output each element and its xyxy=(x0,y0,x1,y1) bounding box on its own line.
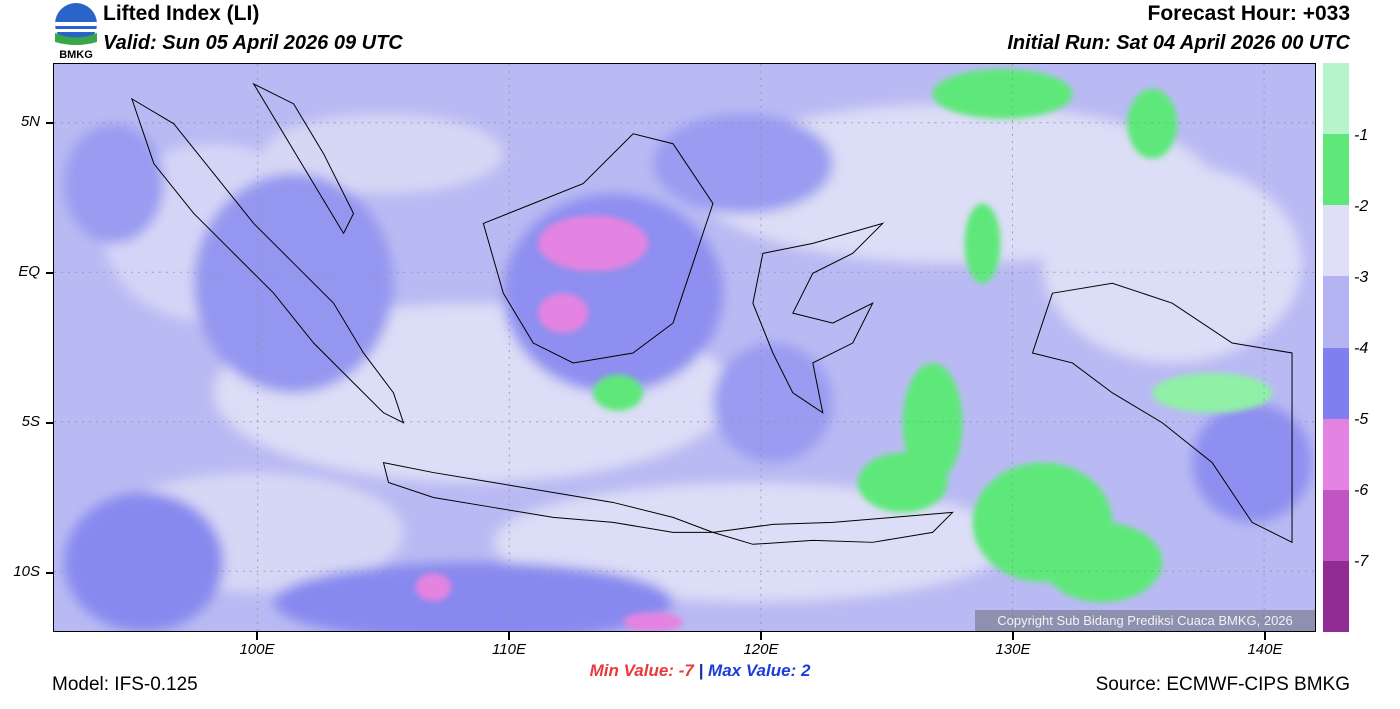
legend-label: -6 xyxy=(1354,482,1369,499)
legend-swatch xyxy=(1323,134,1349,206)
nusa-tenggara-outline xyxy=(712,511,954,545)
max-value: Max Value: 2 xyxy=(708,661,811,680)
model-name: Model: IFS-0.125 xyxy=(52,674,198,695)
legend-label: -2 xyxy=(1354,198,1369,215)
lifted-index-map xyxy=(53,63,1316,632)
legend-swatch xyxy=(1323,276,1349,348)
legend-swatch xyxy=(1323,205,1349,277)
sulawesi-outline xyxy=(752,222,885,414)
legend-swatch xyxy=(1323,560,1349,632)
lat-label-eq: EQ xyxy=(18,263,40,280)
lon-label-110e: 110E xyxy=(492,641,526,658)
java-outline xyxy=(382,461,714,533)
initial-run: Initial Run: Sat 04 April 2026 00 UTC xyxy=(1007,32,1350,54)
sumatra-outline xyxy=(130,97,405,424)
lat-tick xyxy=(46,572,54,574)
graticule xyxy=(54,64,1315,631)
papua-outline xyxy=(1031,282,1293,544)
lon-label-140e: 140E xyxy=(1247,641,1283,658)
lat-label-5n: 5N xyxy=(20,113,40,130)
lat-tick xyxy=(46,272,54,274)
green-convective-areas xyxy=(593,68,1273,603)
lon-tick xyxy=(1012,632,1014,640)
lon-label-130e: 130E xyxy=(995,641,1031,658)
lon-label-120e: 120E xyxy=(743,641,779,658)
legend-swatch xyxy=(1323,63,1349,135)
coastlines xyxy=(130,82,1293,545)
copyright-notice: Copyright Sub Bidang Prediksi Cuaca BMKG… xyxy=(975,610,1315,631)
min-max-separator: | xyxy=(698,661,704,680)
lon-label-100e: 100E xyxy=(239,641,275,658)
forecast-hour: Forecast Hour: +033 xyxy=(1147,2,1351,25)
legend-label: -5 xyxy=(1354,411,1369,428)
legend-label: -4 xyxy=(1354,340,1369,357)
legend-label: -1 xyxy=(1354,127,1369,144)
lon-tick xyxy=(256,632,258,640)
lat-label-5s: 5S xyxy=(21,413,40,430)
pink-unstable-areas xyxy=(415,215,683,631)
legend-label: -3 xyxy=(1354,269,1369,286)
min-max-values: Min Value: -7 | Max Value: 2 xyxy=(0,661,1400,681)
lat-tick xyxy=(46,122,54,124)
malaysia-outline xyxy=(252,82,355,235)
valid-time: Valid: Sun 05 April 2026 09 UTC xyxy=(103,32,403,54)
legend-label: -7 xyxy=(1354,553,1369,570)
lat-tick xyxy=(46,422,54,424)
min-value: Min Value: -7 xyxy=(589,661,694,680)
lon-tick xyxy=(1264,632,1266,640)
logo-text: BMKG xyxy=(59,49,93,60)
legend-swatch xyxy=(1323,347,1349,419)
borneo-outline xyxy=(482,133,714,364)
lat-label-10s: 10S xyxy=(13,563,40,580)
bmkg-logo: BMKG xyxy=(55,3,97,60)
chart-title: Lifted Index (LI) xyxy=(103,2,260,25)
legend-colorbar xyxy=(1323,63,1349,632)
lon-tick xyxy=(760,632,762,640)
data-source: Source: ECMWF-CIPS BMKG xyxy=(1095,674,1350,695)
field-layer xyxy=(63,103,1313,631)
legend-swatch xyxy=(1323,418,1349,490)
lon-tick xyxy=(508,632,510,640)
legend-swatch xyxy=(1323,489,1349,561)
